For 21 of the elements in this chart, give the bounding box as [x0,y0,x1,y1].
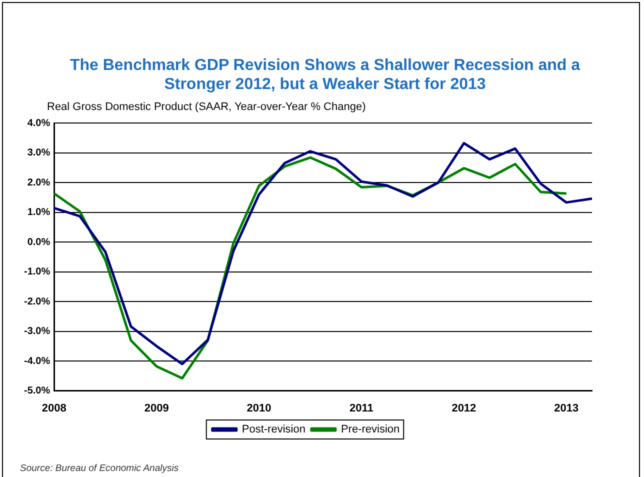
y-tick-label: -2.0% [24,296,50,308]
x-tick-label: 2010 [246,402,272,414]
y-tick-label: -4.0% [24,356,50,367]
x-tick-label: 2009 [144,402,169,414]
x-tick-label: 2008 [42,402,66,414]
x-tick-label: 2012 [452,402,476,414]
legend-label: Pre-revision [340,424,400,436]
x-tick-label: 2013 [554,402,579,414]
y-tick-label: -5.0% [24,386,50,397]
source-note: Source: Bureau of Economic Analysis [20,463,179,474]
y-tick-label: 3.0% [27,148,50,159]
legend-label: Post-revision [242,424,306,436]
y-tick-label: -3.0% [24,326,50,338]
y-tick-label: -1.0% [24,266,50,278]
y-tick-label: 1.0% [27,207,50,218]
x-tick-label: 2011 [350,402,374,414]
y-axis-title: Real Gross Domestic Product (SAAR, Year-over-Year % Change) [47,101,366,113]
y-tick-label: 4.0% [27,118,50,129]
y-tick-label: 0.0% [27,236,50,248]
y-tick-label: 2.0% [27,177,50,188]
chart-title: The Benchmark GDP Revision Shows a Shallower Recession and a Stronger 2012, but a Weaker Start for 2013 [68,56,582,94]
